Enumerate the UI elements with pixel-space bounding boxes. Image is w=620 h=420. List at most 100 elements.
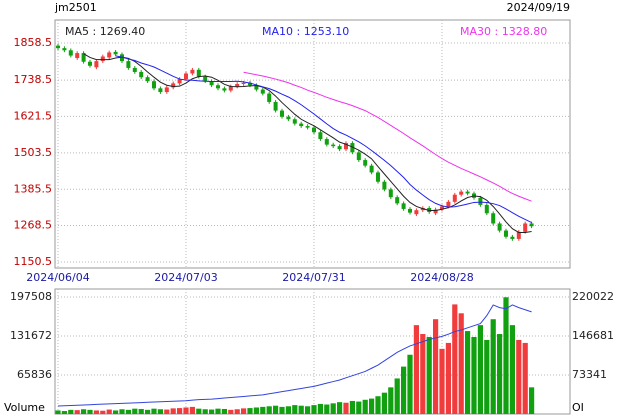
candle-body <box>113 51 118 55</box>
volume-bar <box>266 406 272 414</box>
candle-body <box>331 144 336 147</box>
volume-bar <box>401 366 407 414</box>
volume-bar <box>279 406 285 414</box>
candle-body <box>363 160 368 166</box>
volume-bar <box>503 297 509 414</box>
volume-bar <box>100 410 106 414</box>
candle-body <box>356 152 361 161</box>
candle-body <box>248 82 252 86</box>
volume-bar <box>81 409 87 414</box>
volume-bar <box>369 398 375 414</box>
volume-bar <box>228 409 234 414</box>
candle-body <box>414 210 419 215</box>
candle-body <box>395 197 400 204</box>
candle-body <box>260 89 265 94</box>
volume-bar <box>458 313 464 414</box>
candle-body <box>497 223 502 231</box>
y-tick-label: 1503.5 <box>14 146 53 159</box>
volume-bar <box>177 408 183 414</box>
volume-bar <box>330 403 336 414</box>
candle-body <box>280 110 284 117</box>
ma-line <box>115 55 532 223</box>
volume-bar <box>292 405 298 414</box>
volume-bar <box>477 325 483 414</box>
volume-bar <box>209 409 215 414</box>
candle-body <box>312 127 316 133</box>
candle-body <box>75 53 80 59</box>
volume-bar <box>74 410 80 414</box>
y2-axis-label: OI <box>572 401 584 414</box>
volume-bar <box>61 411 67 414</box>
volume-bar <box>413 325 419 414</box>
legend-label: MA5 : 1269.40 <box>65 25 145 38</box>
date: 2024/09/19 <box>507 1 570 14</box>
candle-body <box>267 93 272 102</box>
y-tick-label: 1858.5 <box>14 36 53 49</box>
volume-bar <box>170 408 176 414</box>
candle-body <box>171 83 176 88</box>
candle-body <box>452 194 457 202</box>
candle-body <box>344 143 348 150</box>
ma-line <box>83 53 532 233</box>
candle-body <box>459 191 464 195</box>
candle-body <box>504 230 508 237</box>
y2-tick-label: 146681 <box>572 329 614 342</box>
volume-bar <box>349 400 355 414</box>
price-frame <box>54 19 571 269</box>
volume-bar <box>381 392 387 414</box>
candle-body <box>145 77 150 82</box>
y2-tick-label: 73341 <box>572 368 607 381</box>
candle-body <box>81 53 86 62</box>
candle-body <box>62 48 67 51</box>
x-tick-label: 2024/07/31 <box>282 271 345 284</box>
x-tick-label: 2024/08/28 <box>410 271 473 284</box>
volume-bar <box>202 409 208 414</box>
volume-bar <box>529 387 535 414</box>
candle-body <box>139 71 144 78</box>
candle-body <box>203 76 208 82</box>
y-tick-label: 1150.5 <box>14 255 53 268</box>
volume-bar <box>420 334 426 414</box>
volume-bar <box>407 354 413 414</box>
volume-bar <box>241 408 247 414</box>
volume-bar <box>247 408 253 414</box>
y-axis-label: Volume <box>4 401 45 414</box>
volume-bar <box>234 409 240 414</box>
volume-bar <box>189 406 195 414</box>
volume-bar <box>305 406 311 414</box>
y2-tick-label: 220022 <box>572 290 614 303</box>
candle-body <box>235 84 240 87</box>
y-tick-label: 1738.5 <box>14 73 53 86</box>
candle-body <box>305 126 310 128</box>
candle-body <box>491 213 496 224</box>
candle-body <box>228 86 233 91</box>
volume-bar <box>362 399 368 414</box>
candle-body <box>184 73 188 80</box>
candle-body <box>94 61 99 68</box>
volume-bar <box>324 404 330 414</box>
volume-bar <box>311 405 317 414</box>
volume-bar <box>221 408 227 414</box>
candle-body <box>177 79 182 84</box>
candle-body <box>190 69 195 74</box>
volume-bar <box>68 409 74 414</box>
y-tick-label: 1385.5 <box>14 182 53 195</box>
volume-bar <box>215 408 221 414</box>
volume-bar <box>298 405 304 414</box>
candle-body <box>164 87 169 93</box>
candle-body <box>216 85 220 89</box>
volume-bar <box>119 409 125 414</box>
candle-body <box>107 52 112 58</box>
x-tick-label: 2024/06/04 <box>26 271 89 284</box>
volume-bar <box>497 334 503 414</box>
volume-bar <box>151 408 157 414</box>
candle-body <box>126 61 131 68</box>
y-tick-label: 65836 <box>17 368 52 381</box>
candle-body <box>388 189 393 198</box>
volume-bar <box>253 407 259 414</box>
candle-body <box>196 69 201 77</box>
volume-bar <box>317 403 323 414</box>
volume-bar <box>132 408 138 414</box>
candle-body <box>68 50 73 56</box>
